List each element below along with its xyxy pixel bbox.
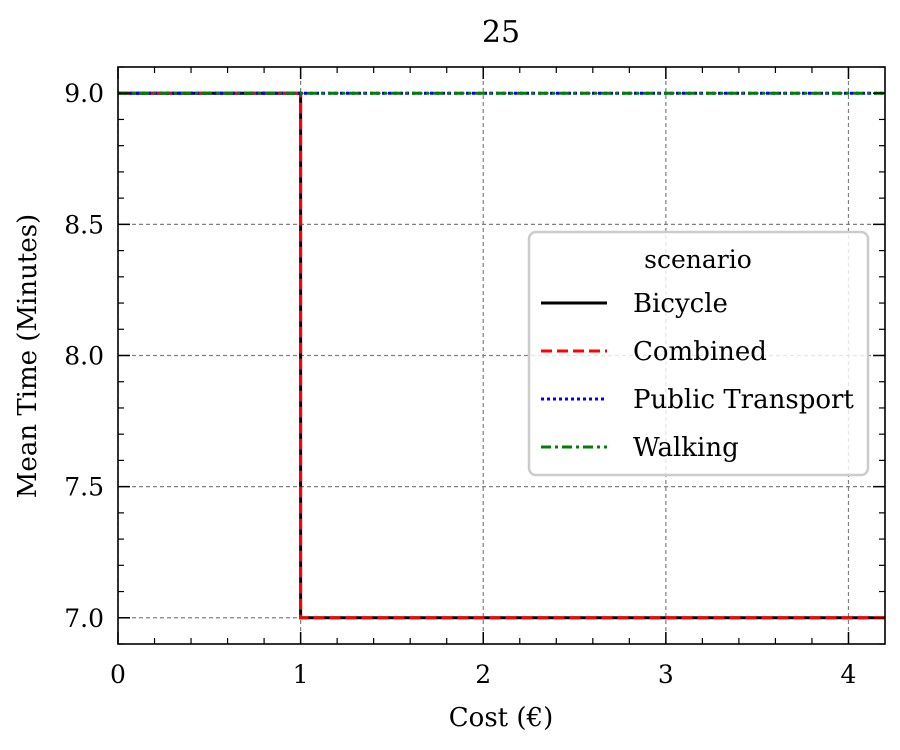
x-tick-label: 1 (293, 660, 309, 689)
x-tick-label: 2 (475, 660, 491, 689)
x-tick-label: 3 (658, 660, 674, 689)
x-tick-label: 0 (110, 660, 126, 689)
y-tick-label: 8.5 (64, 210, 104, 239)
legend-label: Bicycle (633, 289, 728, 319)
chart-title: 25 (482, 15, 520, 50)
legend-entries: Bicycle Combined Public Transport Walking (541, 289, 854, 463)
x-tick-label: 4 (841, 660, 857, 689)
legend-label: Public Transport (633, 385, 854, 415)
y-tick-label: 7.5 (64, 473, 104, 502)
y-tick-label: 9.0 (64, 79, 104, 108)
legend-title: scenario (644, 245, 752, 274)
plot-frame (117, 66, 886, 645)
legend-label: Walking (633, 433, 739, 463)
legend-label: Combined (633, 337, 767, 367)
x-axis-label: Cost (€) (449, 703, 553, 733)
legend-box (527, 230, 870, 477)
y-tick-label: 8.0 (64, 342, 104, 371)
y-axis-label: Mean Time (Minutes) (13, 214, 43, 498)
series-layer (118, 91, 885, 620)
tick-labels: 0 1 2 3 4 7.0 7.5 8.0 8.5 9.0 (64, 79, 856, 689)
legend: scenario Bicycle Combined Public Transport… (527, 230, 870, 477)
series-line-combined (118, 91, 885, 620)
y-tick-label: 7.0 (64, 604, 104, 633)
